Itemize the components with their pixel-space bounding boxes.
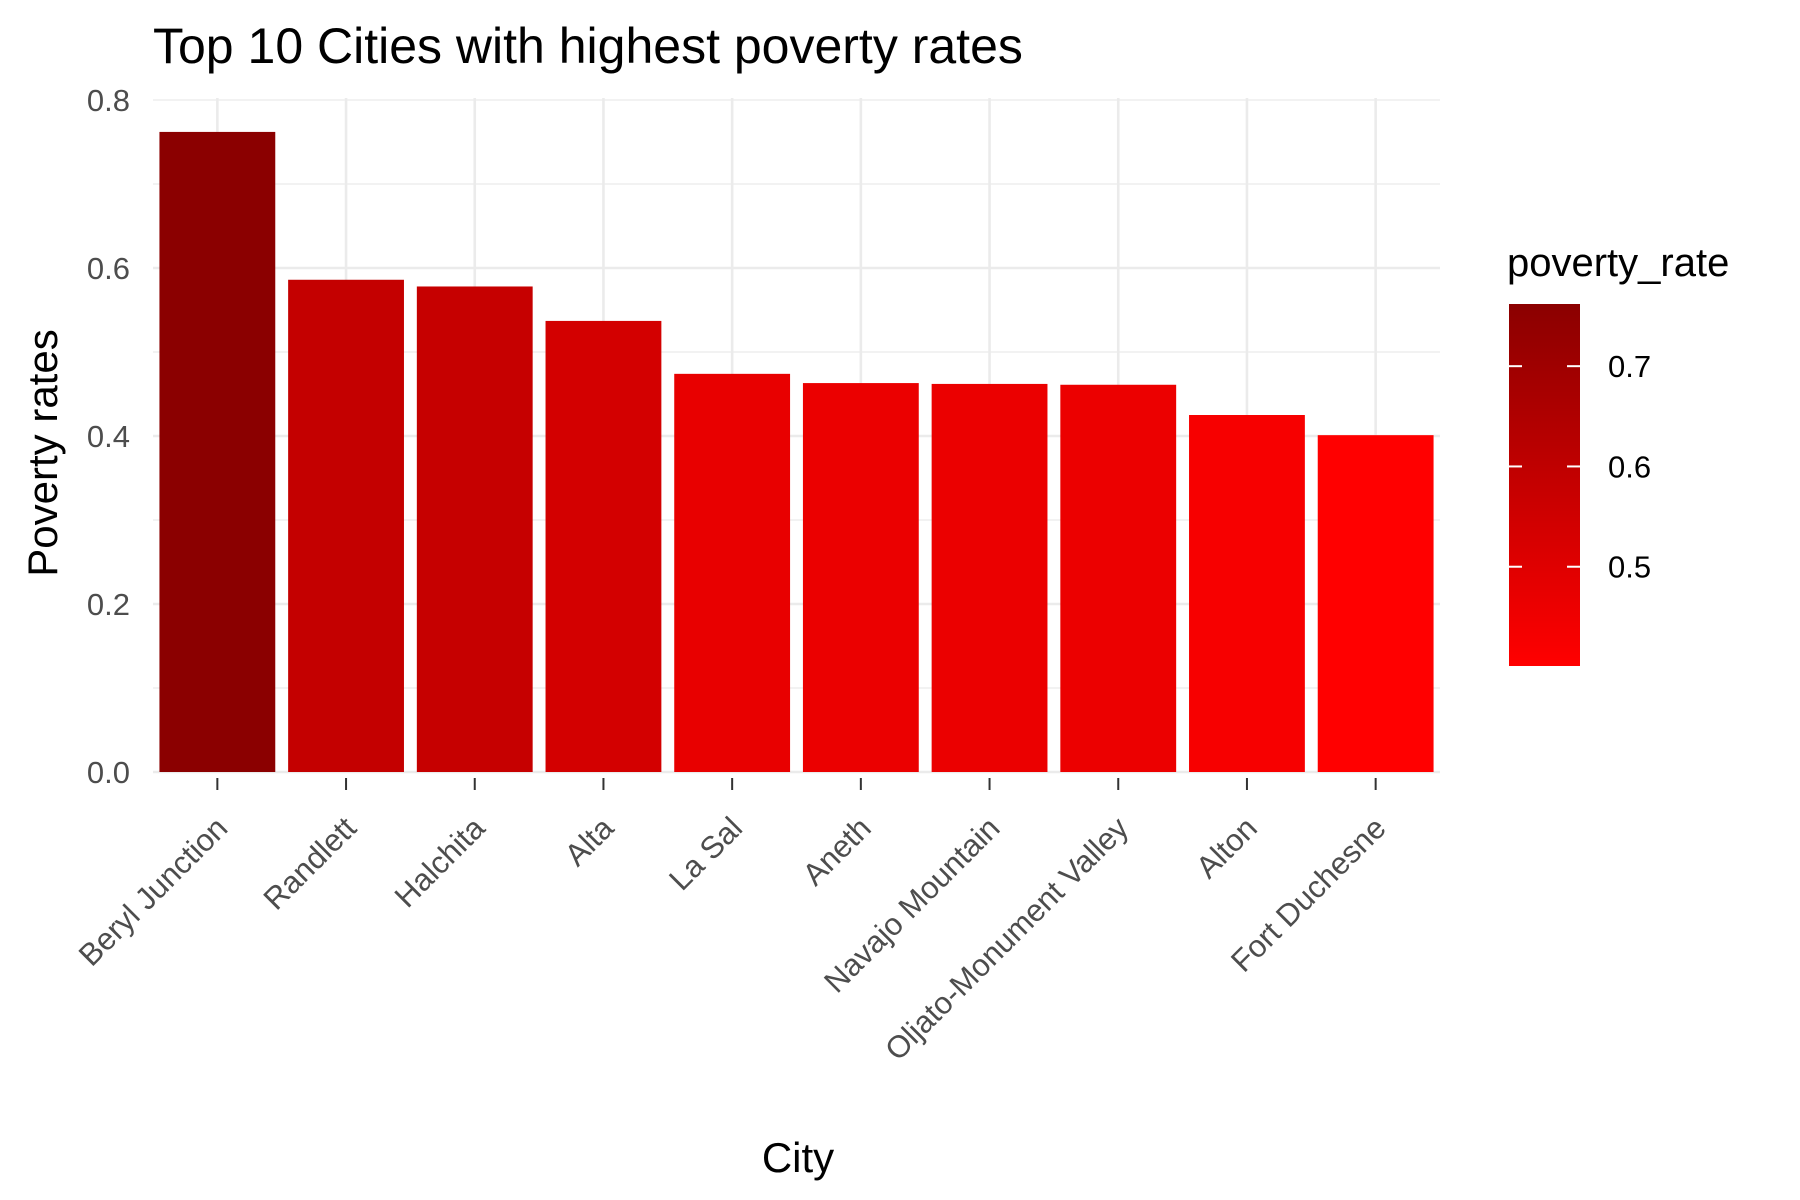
bar: [674, 373, 791, 772]
x-tick-label: Beryl Junction: [72, 810, 234, 972]
x-tick-label: Alton: [1189, 810, 1264, 885]
y-tick-label: 0.8: [87, 83, 130, 118]
x-tick-label: Alta: [558, 810, 621, 873]
x-axis-title: City: [762, 1134, 834, 1181]
chart-title: Top 10 Cities with highest poverty rates: [153, 18, 1023, 74]
x-tick-label: Halchita: [388, 810, 492, 914]
bars: [159, 131, 1434, 773]
legend-label: 0.6: [1608, 449, 1651, 484]
legend-colorbar: [1509, 304, 1580, 666]
bar: [288, 279, 404, 772]
bar: [802, 383, 919, 772]
bar: [1317, 435, 1434, 772]
x-tick-label: Aneth: [796, 810, 878, 892]
y-tick-label: 0.2: [87, 587, 130, 622]
x-axis-ticks: Beryl Junction Randlett Halchita Alta La Sal…: [72, 778, 1393, 1067]
x-tick-label: Oljato-Monument Valley: [878, 810, 1135, 1067]
bar: [416, 286, 533, 772]
legend-title: poverty_rate: [1507, 241, 1729, 285]
bar: [545, 320, 662, 772]
bar: [931, 383, 1048, 772]
legend-label: 0.7: [1608, 349, 1651, 384]
y-tick-label: 0.0: [87, 755, 130, 790]
y-axis-title: Poverty rates: [19, 329, 66, 576]
y-tick-label: 0.6: [87, 251, 130, 286]
y-tick-label: 0.4: [87, 419, 130, 454]
legend-label: 0.5: [1608, 550, 1651, 585]
x-tick-label: La Sal: [662, 810, 749, 897]
bar: [159, 131, 276, 773]
y-axis-ticks: 0.0 0.2 0.4 0.6 0.8: [87, 83, 130, 790]
legend: poverty_rate 0.5 0.6 0.7: [1507, 241, 1729, 666]
legend-ticks: 0.5 0.6 0.7: [1509, 349, 1651, 585]
x-tick-label: Randlett: [257, 810, 364, 917]
bar: [1189, 415, 1305, 772]
bar: [1060, 384, 1177, 772]
